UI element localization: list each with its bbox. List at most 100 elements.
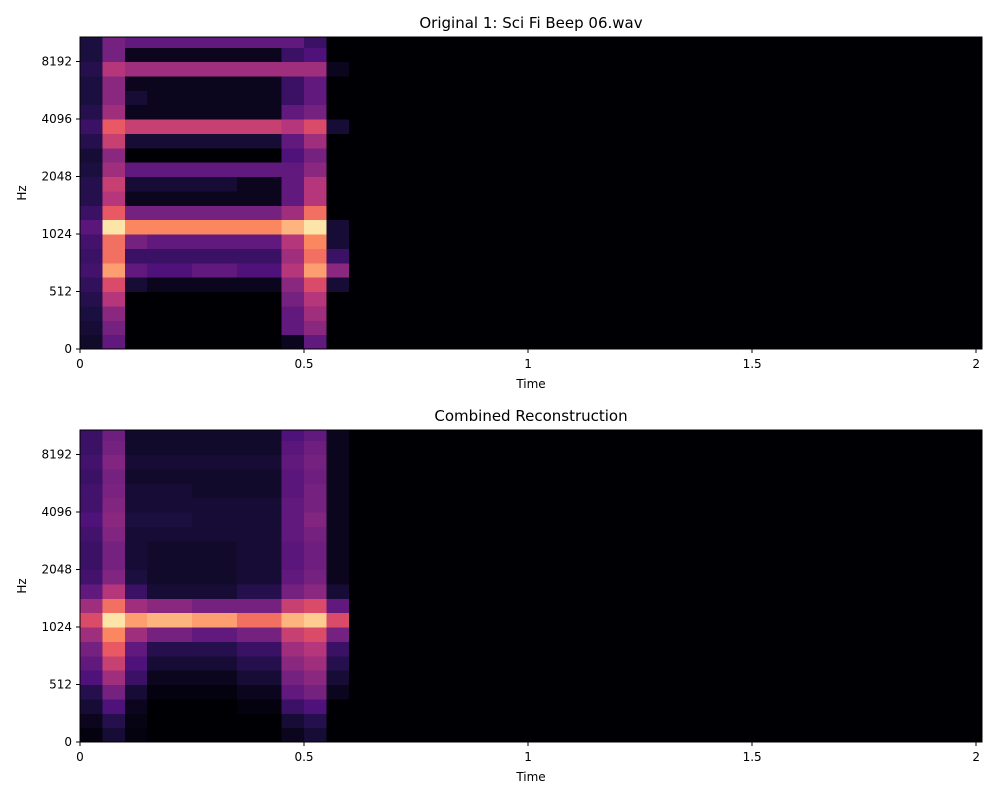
heatmap-cell bbox=[348, 555, 983, 571]
heatmap-cell bbox=[236, 684, 283, 700]
heatmap-cell bbox=[192, 119, 238, 134]
heatmap-cell bbox=[236, 190, 283, 206]
heatmap-cell bbox=[304, 75, 327, 91]
heatmap-cell bbox=[124, 37, 148, 48]
heatmap-cell bbox=[348, 598, 983, 614]
heatmap-cell bbox=[124, 612, 148, 628]
heatmap-cell bbox=[348, 176, 983, 192]
heatmap-cell bbox=[147, 727, 193, 743]
heatmap-cell bbox=[348, 483, 983, 499]
heatmap-cell bbox=[102, 305, 126, 321]
heatmap-cell bbox=[192, 598, 238, 614]
heatmap-cell bbox=[102, 641, 126, 657]
heatmap-cell bbox=[326, 670, 350, 686]
heatmap-cell bbox=[147, 713, 193, 729]
heatmap-cell bbox=[236, 655, 283, 671]
heatmap-cell bbox=[80, 583, 103, 599]
heatmap-cell bbox=[348, 612, 983, 628]
heatmap-cell bbox=[304, 47, 327, 63]
heatmap-cell bbox=[304, 497, 327, 513]
heatmap-cell bbox=[236, 483, 283, 499]
heatmap-cell bbox=[192, 47, 238, 63]
heatmap-cell bbox=[80, 133, 103, 149]
heatmap-cell bbox=[281, 190, 305, 206]
heatmap-cell bbox=[281, 162, 305, 178]
heatmap-cell bbox=[304, 598, 327, 614]
x-tick-label: 2 bbox=[972, 750, 980, 764]
chart-title: Combined Reconstruction bbox=[434, 407, 627, 425]
heatmap-cell bbox=[281, 727, 305, 743]
heatmap-cell bbox=[102, 147, 126, 163]
heatmap-cell bbox=[236, 612, 283, 628]
heatmap-cell bbox=[192, 440, 238, 456]
heatmap-cell bbox=[102, 512, 126, 527]
heatmap-cell bbox=[124, 190, 148, 206]
heatmap-cell bbox=[236, 75, 283, 91]
heatmap-cell bbox=[147, 670, 193, 686]
heatmap-cell bbox=[124, 468, 148, 484]
heatmap-cell bbox=[348, 468, 983, 484]
heatmap-cell bbox=[281, 119, 305, 134]
heatmap-cell bbox=[80, 627, 103, 642]
heatmap-cell bbox=[102, 291, 126, 307]
heatmap-cell bbox=[304, 176, 327, 192]
heatmap-cell bbox=[124, 583, 148, 599]
heatmap-cell bbox=[147, 205, 193, 221]
heatmap-cell bbox=[192, 104, 238, 120]
heatmap-cell bbox=[192, 291, 238, 307]
heatmap-cell bbox=[102, 555, 126, 571]
heatmap-cell bbox=[236, 234, 283, 249]
heatmap-cell bbox=[192, 90, 238, 106]
heatmap-cell bbox=[348, 670, 983, 686]
y-tick-label: 1024 bbox=[41, 227, 72, 241]
heatmap-cell bbox=[281, 583, 305, 599]
heatmap-cell bbox=[326, 219, 350, 235]
heatmap-cell bbox=[124, 334, 148, 350]
heatmap-cell bbox=[304, 627, 327, 642]
heatmap-cell bbox=[304, 248, 327, 264]
heatmap-cell bbox=[80, 555, 103, 571]
heatmap-cell bbox=[192, 75, 238, 91]
heatmap-cell bbox=[147, 305, 193, 321]
heatmap-cell bbox=[304, 234, 327, 249]
heatmap-cell bbox=[326, 569, 350, 585]
heatmap-cell bbox=[281, 684, 305, 700]
y-tick-label: 8192 bbox=[41, 55, 72, 69]
heatmap-cell bbox=[326, 190, 350, 206]
heatmap-cell bbox=[348, 641, 983, 657]
heatmap-cell bbox=[326, 483, 350, 499]
heatmap-cell bbox=[348, 277, 983, 293]
heatmap-cell bbox=[124, 598, 148, 614]
heatmap-cell bbox=[80, 305, 103, 321]
heatmap-cell bbox=[124, 320, 148, 336]
heatmap-cell bbox=[147, 497, 193, 513]
heatmap-cell bbox=[192, 670, 238, 686]
heatmap-cell bbox=[236, 104, 283, 120]
heatmap-cell bbox=[147, 291, 193, 307]
heatmap-cell bbox=[326, 119, 350, 134]
x-axis-label: Time bbox=[515, 377, 545, 391]
heatmap-cell bbox=[192, 133, 238, 149]
heatmap-cell bbox=[192, 176, 238, 192]
heatmap-cell bbox=[102, 37, 126, 48]
heatmap-cell bbox=[80, 61, 103, 77]
heatmap-cell bbox=[80, 262, 103, 278]
heatmap-cell bbox=[80, 47, 103, 63]
heatmap-cell bbox=[281, 713, 305, 729]
heatmap-cell bbox=[124, 540, 148, 556]
heatmap-cell bbox=[348, 37, 983, 48]
heatmap-cell bbox=[102, 698, 126, 714]
heatmap-cell bbox=[236, 262, 283, 278]
heatmap-cell bbox=[124, 305, 148, 321]
heatmap-cell bbox=[147, 90, 193, 106]
heatmap-cell bbox=[102, 119, 126, 134]
heatmap-cell bbox=[304, 320, 327, 336]
heatmap-cell bbox=[348, 334, 983, 350]
heatmap-cell bbox=[348, 248, 983, 264]
heatmap-cell bbox=[192, 713, 238, 729]
y-tick-label: 2048 bbox=[41, 170, 72, 184]
heatmap-cell bbox=[192, 641, 238, 657]
heatmap-cell bbox=[80, 176, 103, 192]
heatmap-cell bbox=[304, 454, 327, 470]
heatmap-cell bbox=[124, 526, 148, 542]
